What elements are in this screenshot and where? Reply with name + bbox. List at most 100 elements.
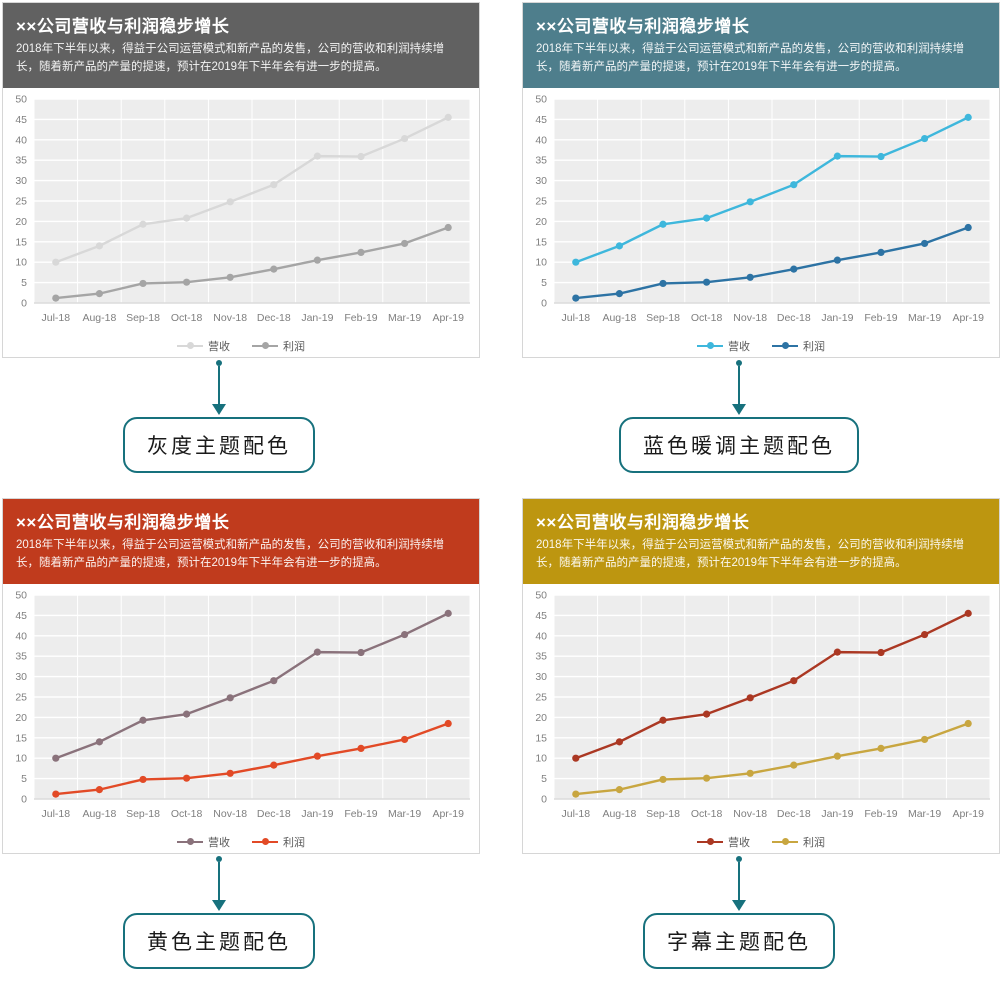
svg-text:35: 35 (535, 154, 547, 166)
caption-block-gray: 灰度主题配色 (0, 358, 458, 498)
arrow-head-icon (732, 900, 746, 911)
svg-text:40: 40 (15, 630, 27, 642)
line-chart-container: 0 5 10 15 20 25 30 35 40 45 50 Jul-18 Aug-18 Sep-18 Oc… (523, 584, 999, 831)
revenue-legend-label: 营收 (728, 340, 750, 353)
revenue-line (575, 116, 969, 264)
svg-text:20: 20 (535, 216, 547, 228)
svg-text:50: 50 (15, 93, 27, 105)
caption-text: 蓝色暖调主题配色 (643, 434, 835, 458)
arrow-head-icon (732, 404, 746, 415)
profit-line (55, 722, 449, 796)
svg-text:Apr-19: Apr-19 (432, 312, 464, 324)
svg-text:Aug-18: Aug-18 (602, 808, 636, 820)
svg-text:Mar-19: Mar-19 (388, 808, 421, 820)
caption-text: 灰度主题配色 (147, 434, 291, 458)
panel-gray-theme: ××公司营收与利润稳步增长 2018年下半年以来，得益于公司运营模式和新产品的发… (2, 2, 480, 358)
line-chart-container: 0 5 10 15 20 25 30 35 40 45 50 Jul-18 Aug-18 Sep-18 Oc… (3, 584, 479, 831)
svg-text:45: 45 (535, 114, 547, 126)
down-arrow (212, 856, 226, 911)
profit-line (55, 226, 449, 300)
svg-text:Apr-19: Apr-19 (432, 808, 464, 820)
panel-header: ××公司营收与利润稳步增长 2018年下半年以来，得益于公司运营模式和新产品的发… (523, 499, 999, 584)
arrow-dot (736, 360, 742, 366)
caption-box: 黄色主题配色 (123, 913, 315, 969)
legend-item-profit: 利润 (252, 834, 305, 850)
svg-text:Dec-18: Dec-18 (777, 312, 811, 324)
caption-block-subtitle: 字幕主题配色 (500, 854, 978, 976)
down-arrow (732, 856, 746, 911)
legend-item-revenue: 营收 (697, 338, 750, 354)
panel-blue-theme: ××公司营收与利润稳步增长 2018年下半年以来，得益于公司运营模式和新产品的发… (522, 2, 1000, 358)
revenue-legend-marker (697, 342, 723, 349)
svg-text:Jan-19: Jan-19 (821, 312, 853, 324)
svg-text:Apr-19: Apr-19 (952, 808, 984, 820)
profit-legend-marker (252, 838, 278, 845)
chart-subtitle: 2018年下半年以来，得益于公司运营模式和新产品的发售，公司的营收和利润持续增长… (16, 43, 445, 74)
arrow-line (737, 862, 741, 900)
revenue-legend-marker (177, 838, 203, 845)
svg-text:Jan-19: Jan-19 (821, 808, 853, 820)
revenue-line (575, 612, 969, 760)
svg-text:25: 25 (15, 195, 27, 207)
svg-text:Mar-19: Mar-19 (388, 312, 421, 324)
svg-text:Mar-19: Mar-19 (908, 808, 941, 820)
svg-text:20: 20 (535, 712, 547, 724)
profit-legend-marker (252, 342, 278, 349)
caption-block-yellow: 黄色主题配色 (0, 854, 458, 976)
svg-text:Nov-18: Nov-18 (213, 312, 247, 324)
revenue-legend-label: 营收 (208, 340, 230, 353)
svg-text:Oct-18: Oct-18 (691, 808, 723, 820)
chart-subtitle: 2018年下半年以来，得益于公司运营模式和新产品的发售，公司的营收和利润持续增长… (16, 539, 445, 570)
svg-text:Oct-18: Oct-18 (691, 312, 723, 324)
svg-text:Aug-18: Aug-18 (82, 808, 116, 820)
profit-legend-label: 利润 (283, 836, 305, 849)
svg-text:50: 50 (535, 589, 547, 601)
svg-text:0: 0 (541, 793, 547, 805)
svg-text:45: 45 (15, 114, 27, 126)
caption-box: 字幕主题配色 (643, 913, 835, 969)
svg-text:Nov-18: Nov-18 (213, 808, 247, 820)
legend-item-profit: 利润 (772, 338, 825, 354)
svg-text:Sep-18: Sep-18 (646, 808, 680, 820)
svg-text:50: 50 (535, 93, 547, 105)
svg-text:25: 25 (535, 691, 547, 703)
caption-box: 蓝色暖调主题配色 (619, 417, 859, 473)
svg-text:45: 45 (535, 610, 547, 622)
svg-text:Oct-18: Oct-18 (171, 808, 203, 820)
profit-legend-marker (772, 342, 798, 349)
svg-text:Feb-19: Feb-19 (344, 312, 377, 324)
svg-text:Sep-18: Sep-18 (646, 312, 680, 324)
caption-box: 灰度主题配色 (123, 417, 315, 473)
svg-text:0: 0 (21, 297, 27, 309)
arrow-line (217, 862, 221, 900)
svg-text:Feb-19: Feb-19 (344, 808, 377, 820)
down-arrow (212, 360, 226, 415)
caption-text: 黄色主题配色 (147, 930, 291, 954)
svg-text:Dec-18: Dec-18 (777, 808, 811, 820)
svg-text:10: 10 (15, 752, 27, 764)
svg-text:Jul-18: Jul-18 (561, 808, 590, 820)
line-chart: 0 5 10 15 20 25 30 35 40 45 50 Jul-18 Aug-18 Sep-18 Oc… (15, 93, 471, 324)
chart-legend: 营收 利润 (523, 335, 999, 357)
panel-header: ××公司营收与利润稳步增长 2018年下半年以来，得益于公司运营模式和新产品的发… (3, 3, 479, 88)
svg-text:0: 0 (21, 793, 27, 805)
svg-text:Jan-19: Jan-19 (301, 312, 333, 324)
legend-item-revenue: 营收 (177, 834, 230, 850)
chart-title: ××公司营收与利润稳步增长 (16, 17, 230, 36)
svg-text:30: 30 (535, 671, 547, 683)
svg-text:40: 40 (535, 134, 547, 146)
chart-legend: 营收 利润 (3, 335, 479, 357)
down-arrow (732, 360, 746, 415)
svg-text:0: 0 (541, 297, 547, 309)
arrow-line (737, 366, 741, 404)
caption-text: 字幕主题配色 (667, 930, 811, 954)
arrow-dot (216, 856, 222, 862)
svg-text:50: 50 (15, 589, 27, 601)
svg-text:Dec-18: Dec-18 (257, 808, 291, 820)
svg-text:20: 20 (15, 712, 27, 724)
svg-text:10: 10 (535, 752, 547, 764)
svg-text:5: 5 (21, 277, 27, 289)
legend-item-revenue: 营收 (177, 338, 230, 354)
svg-text:5: 5 (21, 773, 27, 785)
